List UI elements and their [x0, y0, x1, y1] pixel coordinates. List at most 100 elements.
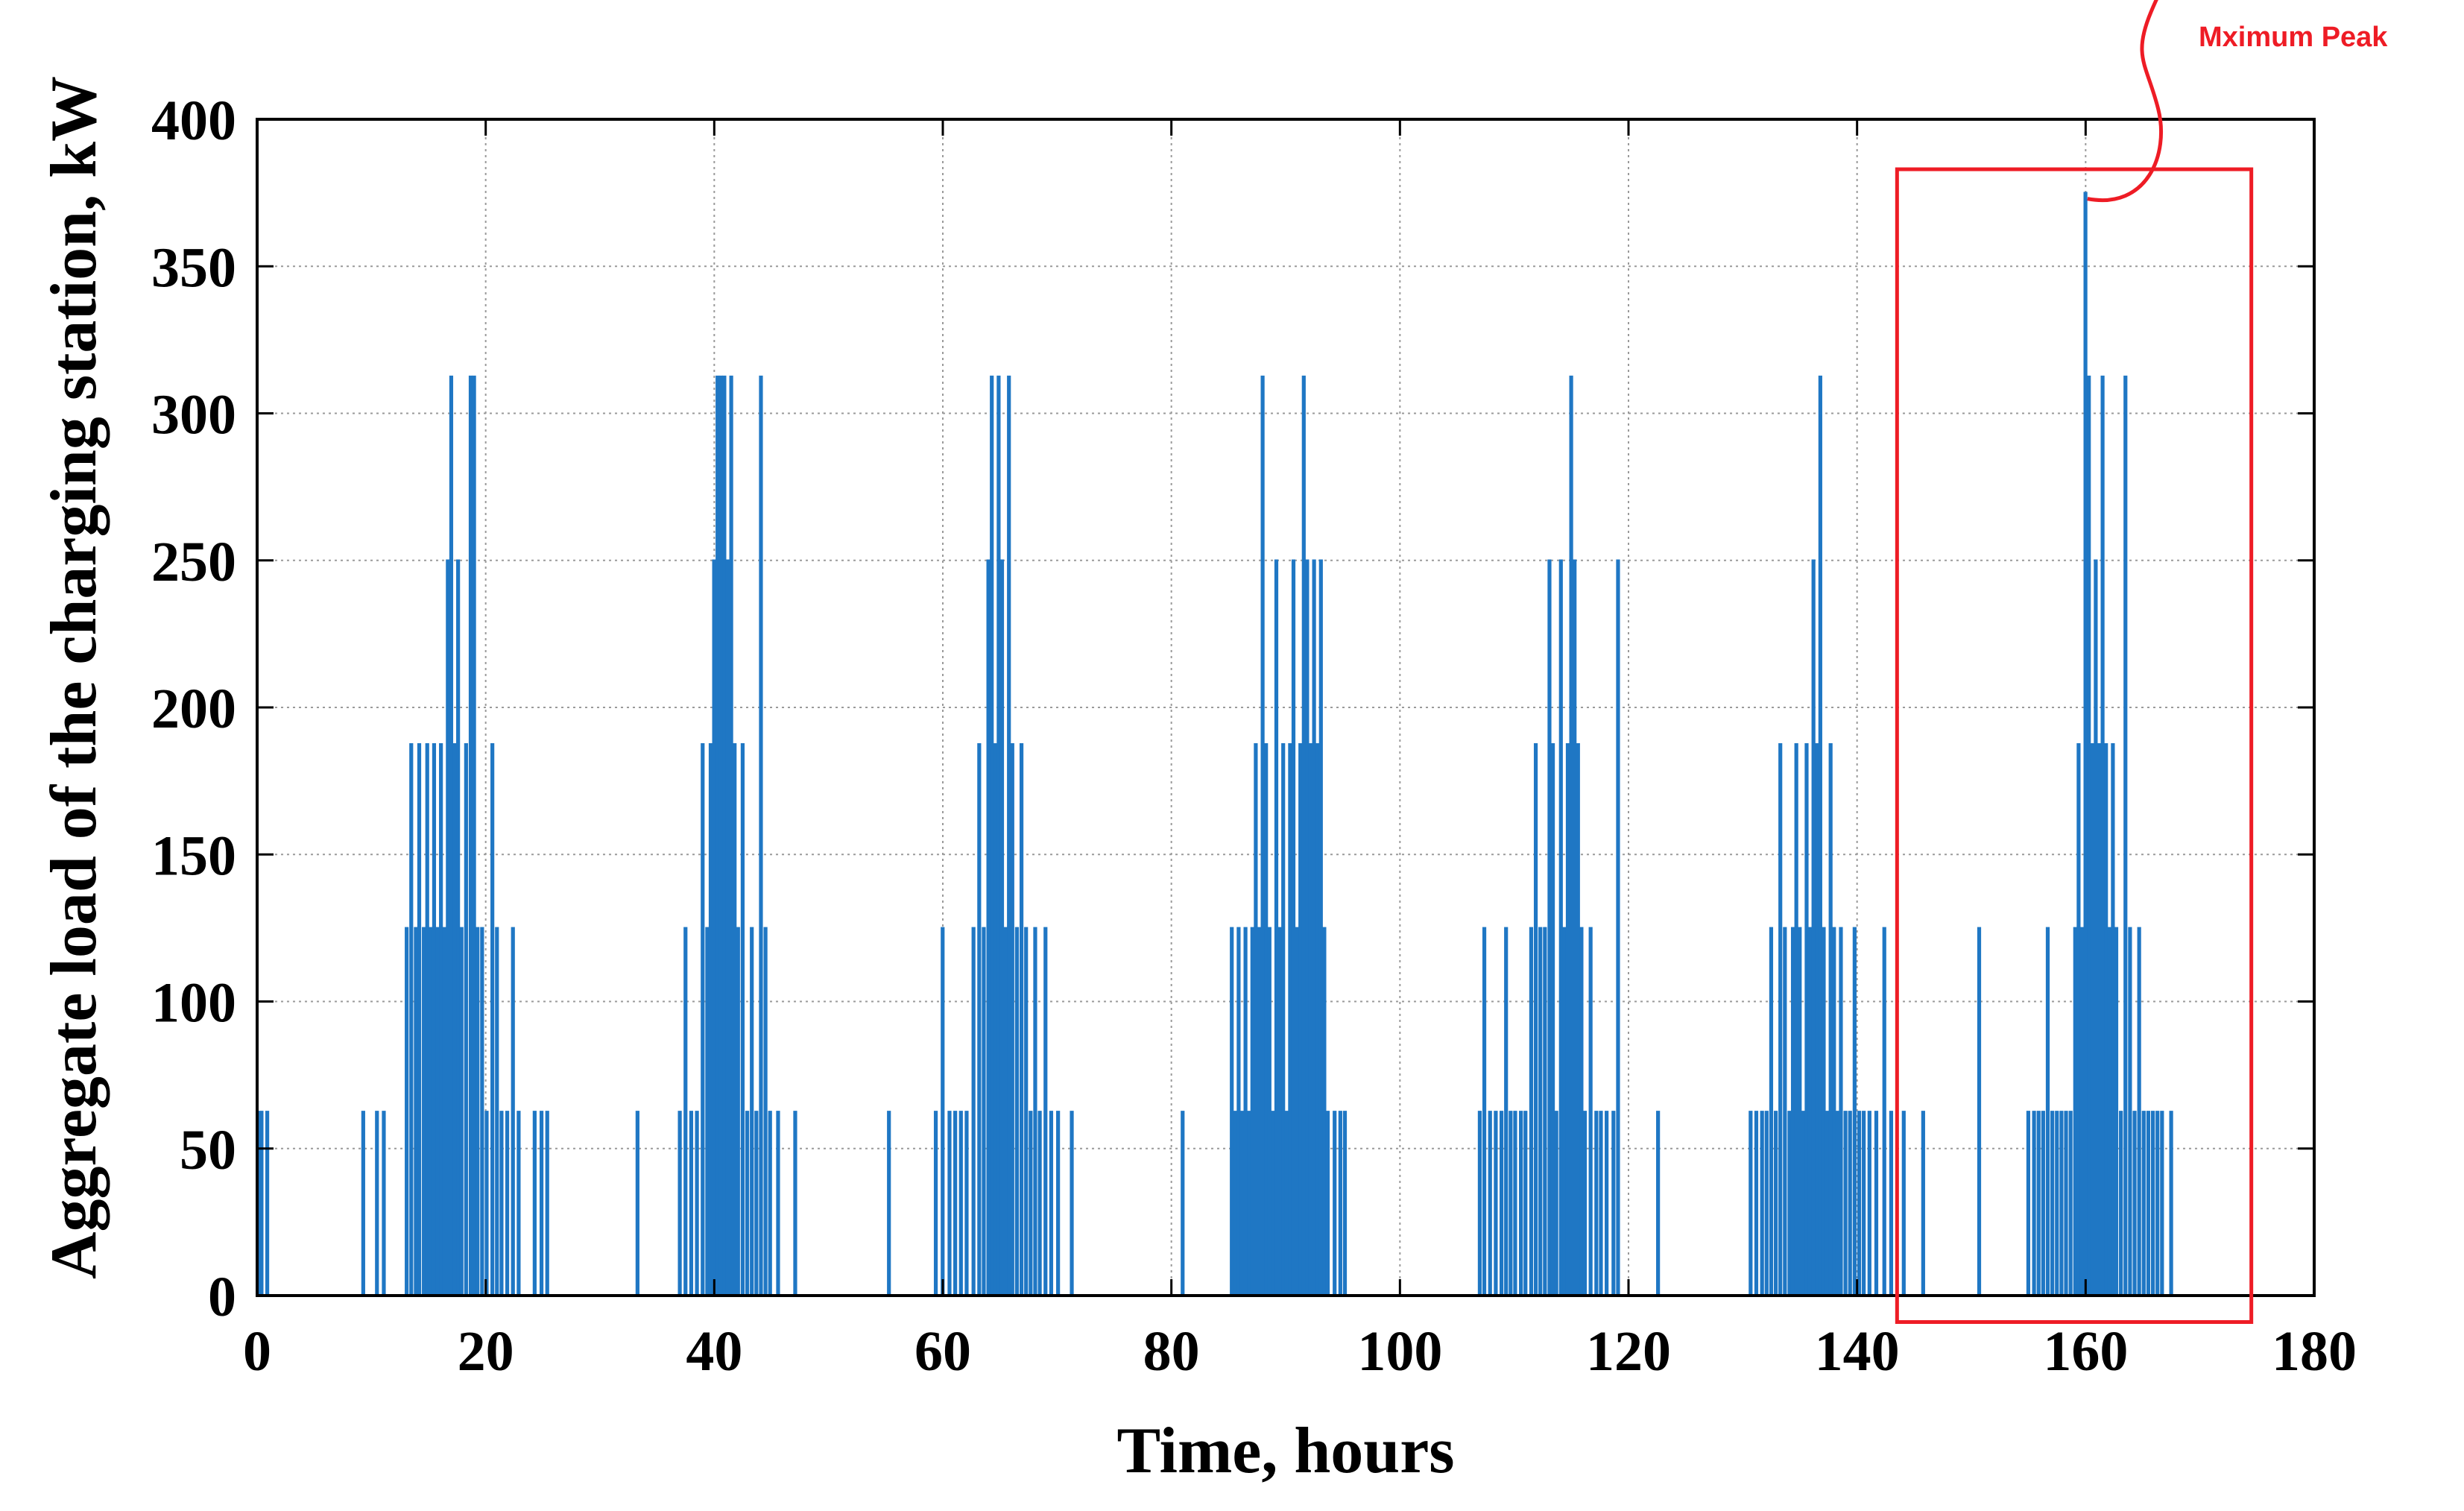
load-pulse: [1783, 927, 1787, 1296]
load-pulse: [2059, 1111, 2064, 1296]
load-pulse: [1029, 1111, 1033, 1296]
series-aggregate-load: [256, 192, 2177, 1297]
load-pulse: [718, 375, 723, 1296]
load-pulse: [1818, 375, 1822, 1296]
x-tick-label: 60: [914, 1320, 971, 1383]
load-pulse: [999, 559, 1005, 1296]
load-pulse: [1043, 927, 1048, 1296]
load-pulse: [1921, 1111, 1925, 1296]
load-pulse: [2076, 743, 2081, 1296]
load-pulse: [1301, 375, 1306, 1296]
load-pulse: [1582, 1111, 1588, 1296]
load-pulse: [1003, 927, 1008, 1296]
y-tick-label: 250: [151, 531, 236, 593]
load-pulse: [446, 559, 450, 1296]
load-pulse: [1815, 743, 1819, 1296]
y-tick-label: 100: [151, 972, 236, 1035]
load-pulse: [456, 559, 461, 1296]
y-tick-label: 300: [151, 384, 236, 447]
load-pulse: [1181, 1111, 1185, 1296]
load-pulse: [677, 1111, 682, 1296]
load-pulse: [733, 743, 737, 1296]
load-pulse: [1024, 927, 1029, 1296]
load-pulse: [1533, 743, 1538, 1296]
load-pulse: [725, 559, 730, 1296]
load-pulse: [505, 1111, 510, 1296]
load-pulse: [1807, 927, 1813, 1296]
load-pulse: [1804, 743, 1809, 1296]
load-pulse: [986, 559, 991, 1296]
load-pulse: [776, 1111, 780, 1296]
load-pulse: [2090, 743, 2094, 1296]
load-pulse: [1056, 1111, 1061, 1296]
x-tick-label: 100: [1357, 1320, 1442, 1383]
load-pulse: [705, 927, 710, 1296]
series-layer: [256, 192, 2177, 1297]
load-pulse: [452, 743, 457, 1296]
load-pulse: [993, 743, 997, 1296]
y-tick-label: 400: [151, 89, 236, 152]
load-pulse: [1843, 1111, 1848, 1296]
load-pulse: [259, 1111, 264, 1296]
load-pulse: [409, 743, 414, 1296]
load-pulse: [476, 927, 480, 1296]
load-pulse: [1656, 1111, 1661, 1296]
y-axis-title: Aggregate load of the charging station, …: [38, 76, 110, 1279]
load-pulse: [1322, 927, 1327, 1296]
load-pulse: [1798, 927, 1802, 1296]
load-pulse: [1267, 927, 1272, 1296]
load-pulse: [2155, 1111, 2160, 1296]
load-pulse: [1611, 1111, 1616, 1296]
load-pulse: [2123, 375, 2128, 1296]
load-pulse: [2104, 743, 2108, 1296]
load-pulse: [1254, 743, 1258, 1296]
load-pulse: [887, 1111, 891, 1296]
load-pulse: [2107, 927, 2111, 1296]
load-pulse: [1862, 1111, 1866, 1296]
load-pulse: [1538, 927, 1543, 1296]
load-pulse: [1828, 743, 1833, 1296]
load-pulse: [490, 743, 495, 1296]
load-pulse: [1504, 927, 1509, 1296]
load-pulse: [2146, 1111, 2151, 1296]
load-pulse: [2055, 1111, 2059, 1296]
load-pulse: [1874, 1111, 1879, 1296]
load-pulse: [545, 1111, 549, 1296]
load-pulse: [2045, 927, 2050, 1296]
load-pulse: [695, 1111, 699, 1296]
load-pulse: [1277, 927, 1282, 1296]
load-pulse: [1243, 927, 1248, 1296]
load-pulse: [768, 1111, 772, 1296]
load-pulse: [484, 1111, 489, 1296]
load-pulse: [1839, 927, 1843, 1296]
load-pulse: [265, 1111, 270, 1296]
load-pulse: [1835, 1111, 1839, 1296]
load-pulse: [1811, 559, 1816, 1296]
load-pulse: [1749, 1111, 1753, 1296]
load-pulse: [517, 1111, 521, 1296]
load-pulse: [1565, 743, 1570, 1296]
load-pulse: [708, 743, 713, 1296]
peak-annotation-label: Mximum Peak: [2199, 22, 2388, 53]
load-pulse: [964, 1111, 969, 1296]
load-pulse: [2032, 1111, 2036, 1296]
load-pulse: [712, 559, 716, 1296]
load-pulse: [1547, 559, 1552, 1296]
load-pulse: [971, 927, 976, 1296]
load-pulse: [1773, 1111, 1778, 1296]
load-pulse: [1312, 559, 1316, 1296]
load-pulse: [432, 743, 437, 1296]
x-tick-label: 80: [1143, 1320, 1200, 1383]
load-pulse: [1338, 1111, 1342, 1296]
load-pulse: [1579, 927, 1584, 1296]
load-pulse: [1787, 1111, 1792, 1296]
load-pulse: [793, 1111, 797, 1296]
y-tick-label: 200: [151, 678, 236, 740]
load-pulse: [2041, 1111, 2045, 1296]
y-tick-label: 50: [180, 1119, 236, 1182]
load-pulse: [2160, 1111, 2164, 1296]
load-pulse: [947, 1111, 952, 1296]
load-pulse: [1588, 927, 1593, 1296]
load-pulse: [1901, 1111, 1906, 1296]
y-tick-label: 350: [151, 236, 236, 299]
